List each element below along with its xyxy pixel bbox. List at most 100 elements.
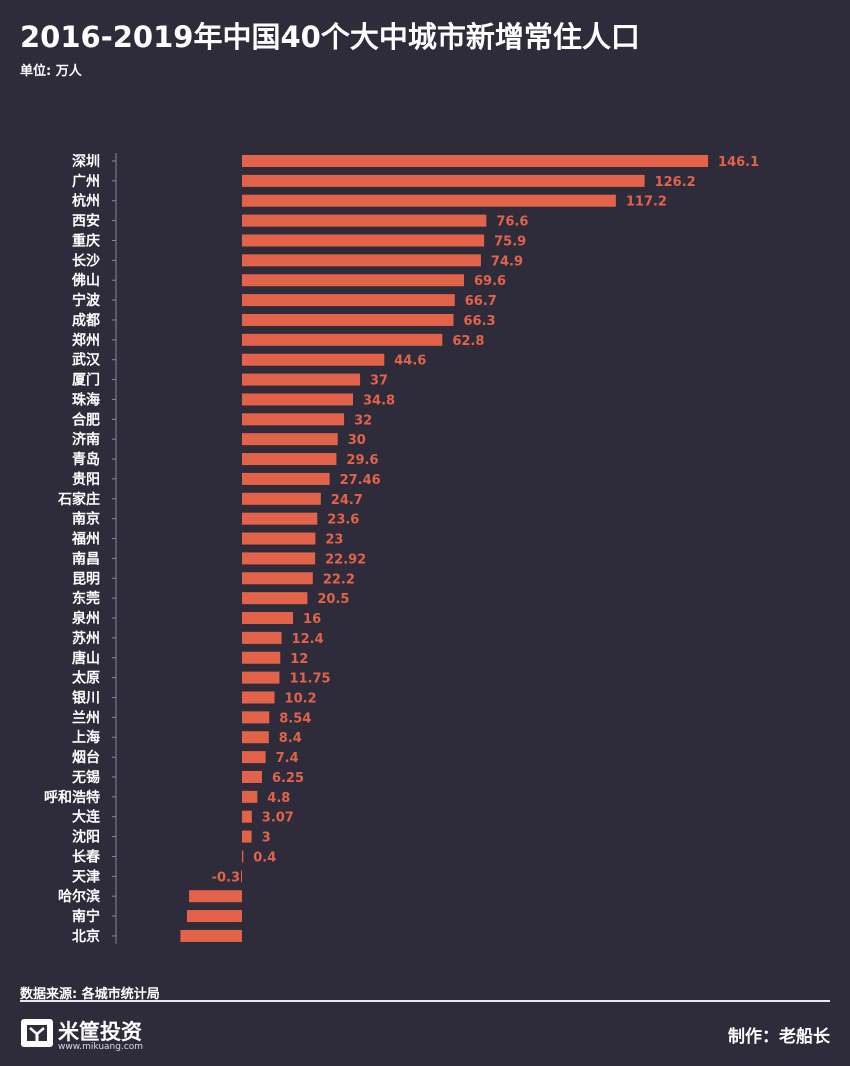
bar xyxy=(189,890,242,903)
category-label: 昆明 xyxy=(72,571,100,587)
value-label: 12.4 xyxy=(292,632,324,647)
category-label: 天津 xyxy=(72,868,100,885)
category-label: 太原 xyxy=(72,670,100,687)
bar xyxy=(242,731,269,744)
value-label: 20.5 xyxy=(317,592,349,607)
value-label: 32 xyxy=(354,413,372,428)
value-label: 23 xyxy=(325,533,343,548)
value-label: -0.3 xyxy=(212,870,240,885)
value-label: 62.8 xyxy=(452,334,484,349)
category-label: 上海 xyxy=(72,729,100,746)
bar xyxy=(242,592,308,605)
brand-name: 米筐投资 xyxy=(58,1020,142,1044)
category-label: 北京 xyxy=(72,928,100,945)
bar xyxy=(242,850,244,863)
bar xyxy=(242,512,318,525)
value-label: 3.07 xyxy=(262,811,294,826)
value-label: 22.2 xyxy=(323,572,355,587)
chart-unit: 单位: 万人 xyxy=(20,64,82,79)
footer-divider xyxy=(20,1000,830,1002)
category-label: 南昌 xyxy=(72,550,100,567)
category-label: 合肥 xyxy=(72,411,100,428)
category-label: 宁波 xyxy=(72,292,101,309)
category-label: 泉州 xyxy=(72,610,100,627)
bar xyxy=(242,254,481,267)
value-label: 3 xyxy=(262,831,271,846)
value-label: 23.6 xyxy=(327,513,359,528)
category-label: 成都 xyxy=(72,312,100,329)
value-label: 66.3 xyxy=(463,314,495,329)
category-label: 重庆 xyxy=(72,232,100,249)
bar xyxy=(242,353,385,366)
bar xyxy=(242,770,262,783)
category-label: 青岛 xyxy=(72,451,100,468)
bar xyxy=(242,333,443,346)
category-label: 大连 xyxy=(72,809,101,826)
value-label: 8.4 xyxy=(279,731,302,746)
bar xyxy=(242,234,485,247)
author-credit: 制作：老船长 xyxy=(728,1027,830,1047)
category-label: 东莞 xyxy=(72,590,100,607)
bar xyxy=(242,294,455,307)
category-label: 武汉 xyxy=(72,352,101,369)
data-source: 数据来源: 各城市统计局 xyxy=(20,987,160,1002)
bar xyxy=(242,453,337,466)
bar xyxy=(242,790,258,803)
value-label: 22.92 xyxy=(325,552,366,567)
category-label: 无锡 xyxy=(71,769,100,786)
bar xyxy=(242,532,316,545)
value-label: 37 xyxy=(370,374,388,389)
bar xyxy=(180,929,242,942)
bar xyxy=(242,612,294,625)
bar xyxy=(241,870,242,883)
category-label: 哈尔滨 xyxy=(58,888,100,905)
bar xyxy=(242,572,313,585)
category-label: 南京 xyxy=(72,511,100,528)
value-label: 66.7 xyxy=(465,294,497,309)
bar xyxy=(242,472,330,485)
category-label: 石家庄 xyxy=(57,491,100,508)
value-label: 4.8 xyxy=(267,791,290,806)
bar xyxy=(242,274,465,287)
bar xyxy=(242,711,270,724)
value-label: 11.75 xyxy=(289,672,330,687)
value-label: -17.26 xyxy=(193,910,240,925)
brand-logo-icon xyxy=(21,1019,53,1047)
category-label: 福州 xyxy=(71,531,100,548)
value-label: 30 xyxy=(348,433,366,448)
category-label: 西安 xyxy=(72,213,100,230)
category-label: 广州 xyxy=(72,173,100,190)
bar xyxy=(242,671,280,684)
brand-url: www.mikuang.com xyxy=(58,1042,144,1052)
value-label: 24.7 xyxy=(331,493,363,508)
bar xyxy=(242,552,316,565)
value-label: 29.6 xyxy=(346,453,378,468)
bar xyxy=(242,413,345,426)
value-label: 6.25 xyxy=(272,771,304,786)
value-label: 16 xyxy=(303,612,321,627)
bar xyxy=(242,393,354,406)
value-label: 27.46 xyxy=(340,473,381,488)
bar xyxy=(242,373,361,386)
bar xyxy=(242,691,275,704)
value-label: 75.9 xyxy=(494,234,526,249)
value-label: 0.4 xyxy=(253,850,276,865)
value-label: 117.2 xyxy=(626,195,667,210)
bar xyxy=(242,651,281,664)
category-label: 唐山 xyxy=(72,650,100,667)
category-label: 兰州 xyxy=(72,709,100,726)
bar xyxy=(242,155,709,167)
bar xyxy=(242,313,454,326)
category-label: 杭州 xyxy=(72,193,100,210)
category-label: 济南 xyxy=(72,431,100,448)
bar xyxy=(242,810,252,823)
bar xyxy=(242,751,266,764)
category-label: 佛山 xyxy=(71,272,100,289)
bar xyxy=(242,214,487,227)
category-label: 长沙 xyxy=(72,252,100,269)
value-label: 126.2 xyxy=(655,175,696,190)
bar xyxy=(242,492,321,505)
value-label: 76.6 xyxy=(496,215,528,230)
bar xyxy=(242,830,252,843)
category-label: 郑州 xyxy=(72,332,100,349)
